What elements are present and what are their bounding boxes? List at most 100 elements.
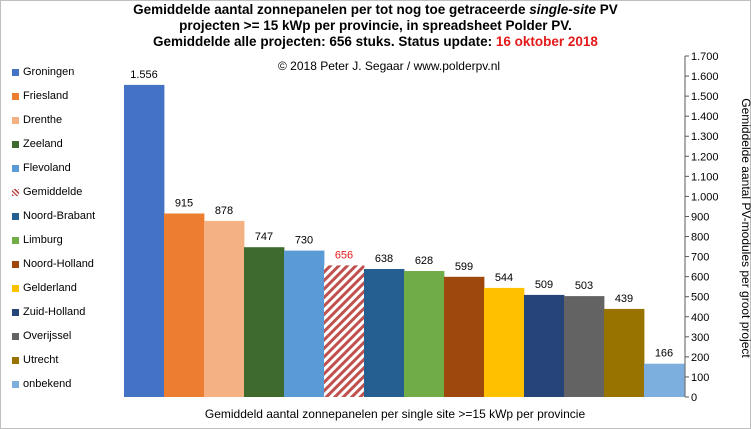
y-tick-label: 400 [691,312,709,324]
bar-series [124,84,685,398]
bar-groningen [124,84,165,398]
value-label: 915 [175,198,193,210]
value-label: 599 [455,261,473,273]
legend-entry: Flevoland [12,160,71,176]
legend-label: Drenthe [23,114,63,126]
y-tick-label: 600 [691,272,709,284]
legend-swatch [12,68,19,76]
legend-entry: Noord-Holland [12,256,94,272]
title-line-1: Gemiddelde aantal zonnepanelen per tot n… [133,2,618,17]
bar-noord-holland [444,276,485,397]
bar-utrecht [604,308,645,397]
legend-swatch [12,236,19,244]
y-axis: 0 100 200 300 400 500 600 700 800 900 1.000 1.100 1.… [684,51,719,404]
value-label: 638 [375,253,393,265]
legend-swatch [12,140,19,148]
bar-friesland [164,213,205,397]
legend-entry: Overijssel [12,328,71,344]
legend-swatch [12,212,19,220]
copyright-note: © 2018 Peter J. Segaar / www.polderpv.nl [278,59,501,73]
legend-swatch [12,188,19,196]
bar-limburg [404,271,445,397]
legend-entry: Limburg [12,232,63,248]
value-label: 1.556 [130,69,158,81]
y-tick-label: 500 [691,292,709,304]
title-line-2: projecten >= 15 kWp per provincie, in sp… [179,18,572,33]
y-axis-label: Gemiddelde aantal PV-modules per groot p… [739,98,751,358]
legend-label: Overijssel [23,330,72,342]
legend-entry: Utrecht [12,352,58,368]
legend-label: Groningen [23,66,75,78]
legend-label: Flevoland [23,162,71,174]
bar-zuid-holland [524,294,565,397]
value-label: 747 [255,231,273,243]
y-tick-label: 1.100 [691,171,719,183]
legend-label: Friesland [23,90,69,102]
value-label: 628 [415,255,433,267]
legend-entry: Zuid-Holland [12,304,85,320]
value-label: 544 [495,272,513,284]
legend-entry: Noord-Brabant [12,208,95,224]
legend-entry: Groningen [12,64,74,80]
bar-noord-brabant [364,269,405,397]
y-tick-label: 100 [691,372,709,384]
legend-swatch [12,356,19,364]
value-label: 878 [215,205,233,217]
legend-entry: Gelderland [12,280,77,296]
legend-swatch [12,380,19,388]
y-tick-label: 1.500 [691,91,719,103]
bar-gemiddelde [324,265,365,397]
legend-label: Limburg [23,234,63,246]
bar-zeeland [244,247,285,397]
value-label: 730 [295,235,313,247]
value-label: 166 [655,348,673,360]
legend-label: onbekend [23,378,72,390]
status-date: 16 oktober 2018 [495,34,598,49]
legend-swatch [12,332,19,340]
y-tick-label: 200 [691,352,709,364]
legend-label: Noord-Brabant [23,210,96,222]
legend-entry: Friesland [12,88,68,104]
legend-swatch [12,92,19,100]
legend-swatch [12,284,19,292]
y-tick-label: 1.300 [691,131,719,143]
bar-flevoland [284,250,325,397]
y-tick-label: 0 [691,392,697,404]
y-tick-label: 800 [691,232,709,244]
y-tick-label: 300 [691,332,709,344]
value-label: 509 [535,279,553,291]
bar-overijssel [564,296,605,397]
bar-drenthe [204,220,245,397]
legend-swatch [12,164,19,172]
legend-label: Zeeland [23,138,63,150]
y-tick-label: 1.200 [691,151,719,163]
legend-label: Noord-Holland [23,258,94,270]
legend-swatch [12,308,19,316]
legend-label: Gemiddelde [23,186,83,198]
bar-onbekend [644,363,685,397]
legend-label: Zuid-Holland [23,306,86,318]
title-line-3: Gemiddelde alle projecten: 656 stuks. St… [153,34,598,49]
legend-entry: Drenthe [12,112,62,128]
y-tick-label: 1.600 [691,71,719,83]
chart-title: Gemiddelde aantal zonnepanelen per tot n… [0,2,751,50]
y-tick-label: 1.000 [691,191,719,203]
legend-label: Gelderland [23,282,77,294]
legend-entry: Zeeland [12,136,63,152]
value-label: 439 [615,293,633,305]
y-tick-label: 900 [691,211,709,223]
y-tick-label: 1.400 [691,111,719,123]
value-labels: 1.556 915 878 747 730 656 638 628 599 544 509 503 43… [130,69,673,360]
x-axis-label: Gemiddeld aantal zonnepanelen per single… [204,407,586,421]
legend-label: Utrecht [23,354,59,366]
value-label: 503 [575,280,593,292]
legend-swatch [12,116,19,124]
bar-gelderland [484,287,525,397]
y-tick-label: 1.700 [691,51,719,63]
legend-swatch [12,260,19,268]
value-label: 656 [335,249,353,261]
legend-entry: Gemiddelde [12,184,82,200]
legend-entry: onbekend [12,376,71,392]
y-tick-label: 700 [691,252,709,264]
